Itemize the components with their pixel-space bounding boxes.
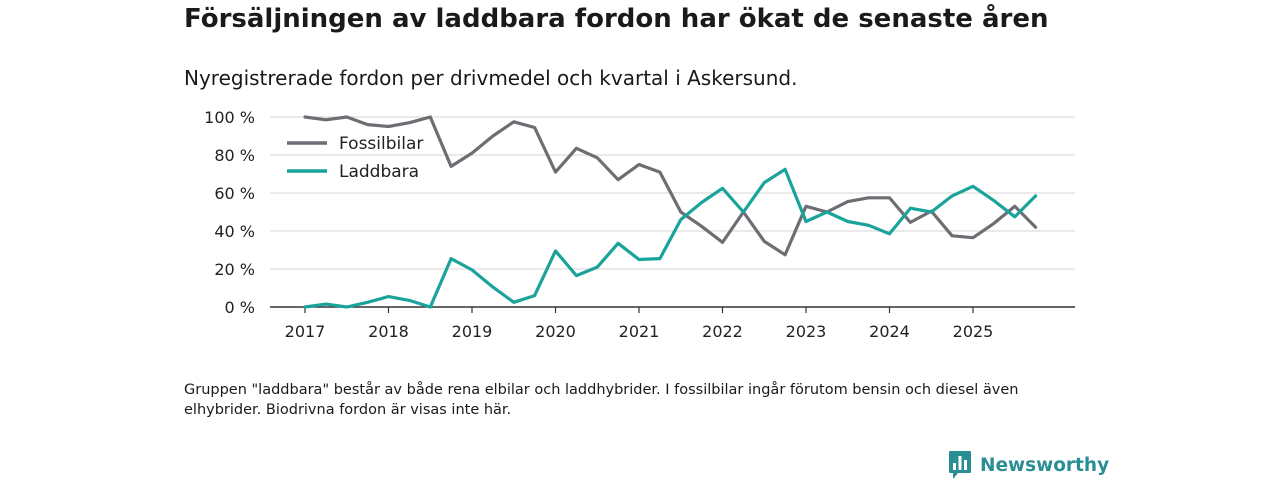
line-chart: 0 % 20 % 40 % 60 % 80 % 100 % 2017 2018 2019 2020… [204,108,1075,341]
x-tick-label: 2024 [869,322,910,341]
brand-logo: Newsworthy [948,450,1109,480]
newsworthy-logo-icon [949,451,971,479]
x-tick-label: 2025 [953,322,994,341]
x-tick-label: 2017 [285,322,326,341]
y-tick-label: 100 % [204,108,255,127]
chart-footnote: Gruppen "laddbara" består av både rena e… [184,382,1019,418]
brand-name: Newsworthy [980,454,1110,476]
x-tick-label: 2022 [702,322,743,341]
legend-label: Laddbara [339,162,419,182]
x-tick-label: 2018 [368,322,409,341]
x-tick-label: 2023 [786,322,827,341]
y-tick-label: 40 % [214,222,255,241]
series-line-fossilbilar [303,115,1038,257]
series-line-laddbara [303,167,1038,309]
chart-subtitle: Nyregistrerade fordon per drivmedel och … [184,66,798,90]
y-tick-label: 80 % [214,146,255,165]
y-tick-label: 0 % [225,298,255,317]
legend-label: Fossilbilar [339,134,423,154]
x-tick-label: 2020 [535,322,576,341]
y-tick-label: 20 % [214,260,255,279]
x-tick-label: 2019 [452,322,493,341]
chart-title: Försäljningen av laddbara fordon har öka… [184,4,1049,34]
y-tick-label: 60 % [214,184,255,203]
x-tick-label: 2021 [619,322,660,341]
